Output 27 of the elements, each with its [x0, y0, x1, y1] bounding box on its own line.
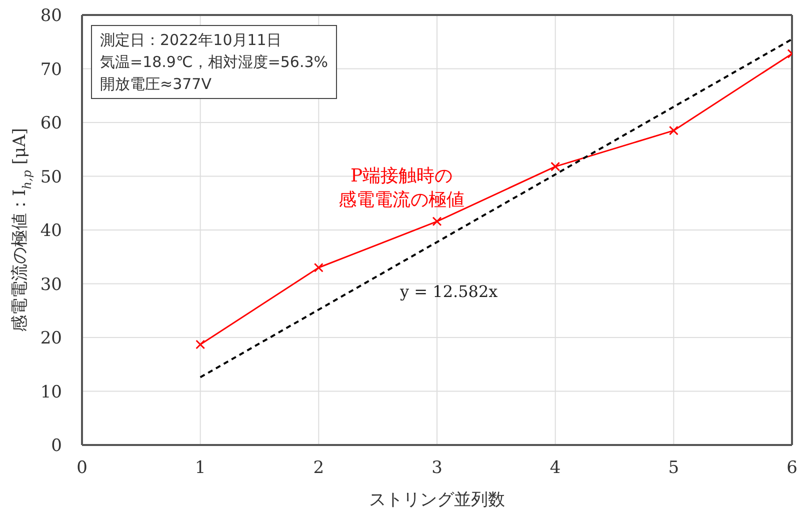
- point: [550, 162, 560, 172]
- x-tick-label: 5: [668, 458, 680, 478]
- x-tick-label: 3: [432, 458, 442, 478]
- y-tick-label: 0: [51, 436, 62, 456]
- y-tick-label: 70: [40, 60, 62, 80]
- point: [196, 340, 206, 350]
- point: [432, 216, 442, 226]
- y-tick-label: 50: [40, 167, 62, 188]
- y-tick-label: 40: [40, 221, 62, 242]
- y-tick-label: 80: [40, 6, 62, 26]
- y-tick-label: 20: [40, 328, 62, 349]
- x-tick-label: 4: [550, 458, 561, 478]
- y-tick-label: 30: [40, 274, 62, 295]
- y-tick-label: 10: [40, 382, 62, 402]
- x-tick-label: 2: [313, 458, 324, 478]
- annotation: 測定日：2022年10月11日: [100, 30, 282, 51]
- series-label: P端接触時の感電電流の極値: [338, 166, 464, 211]
- annotation: 開放電圧≈377V: [100, 74, 212, 95]
- point: [314, 262, 324, 272]
- series-label: y = 12.582x: [399, 282, 498, 302]
- y-tick-label: 60: [40, 114, 62, 134]
- annotation: 気温=18.9℃，相対湿度=56.3%: [100, 52, 328, 73]
- x-axis-title: ストリング並列数: [369, 490, 505, 510]
- x-tick-label: 6: [786, 458, 798, 478]
- x-tick-label: 0: [76, 458, 88, 478]
- x-tick-label: 1: [194, 458, 206, 478]
- point: [668, 126, 678, 136]
